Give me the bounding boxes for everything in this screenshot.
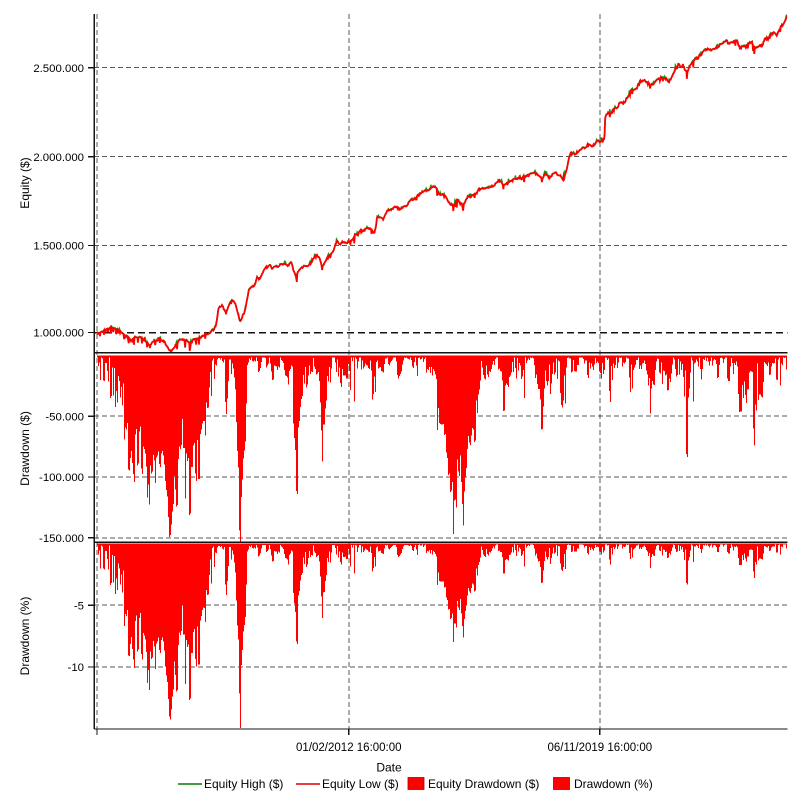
svg-text:06/11/2019 16:00:00: 06/11/2019 16:00:00 xyxy=(547,742,652,754)
svg-text:-100.000: -100.000 xyxy=(39,472,84,484)
svg-text:Equity High ($): Equity High ($) xyxy=(204,777,283,791)
svg-text:1.500.000: 1.500.000 xyxy=(33,241,84,253)
svg-text:Equity ($): Equity ($) xyxy=(18,157,32,208)
svg-text:Equity Drawdown ($): Equity Drawdown ($) xyxy=(428,777,539,791)
svg-text:-10: -10 xyxy=(68,662,84,674)
svg-text:Drawdown ($): Drawdown ($) xyxy=(18,411,32,486)
svg-text:Drawdown (%): Drawdown (%) xyxy=(574,777,653,791)
svg-text:2.000.000: 2.000.000 xyxy=(33,152,84,164)
svg-text:Equity Low ($): Equity Low ($) xyxy=(322,777,399,791)
svg-text:01/02/2012 16:00:00: 01/02/2012 16:00:00 xyxy=(296,742,402,754)
svg-text:-5: -5 xyxy=(74,600,84,612)
svg-text:2.500.000: 2.500.000 xyxy=(33,63,84,75)
svg-text:1.000.000: 1.000.000 xyxy=(33,328,84,340)
svg-text:Date: Date xyxy=(376,761,402,775)
svg-text:-150.000: -150.000 xyxy=(39,533,84,545)
svg-text:-50.000: -50.000 xyxy=(45,411,84,423)
svg-text:Drawdown (%): Drawdown (%) xyxy=(18,597,32,676)
